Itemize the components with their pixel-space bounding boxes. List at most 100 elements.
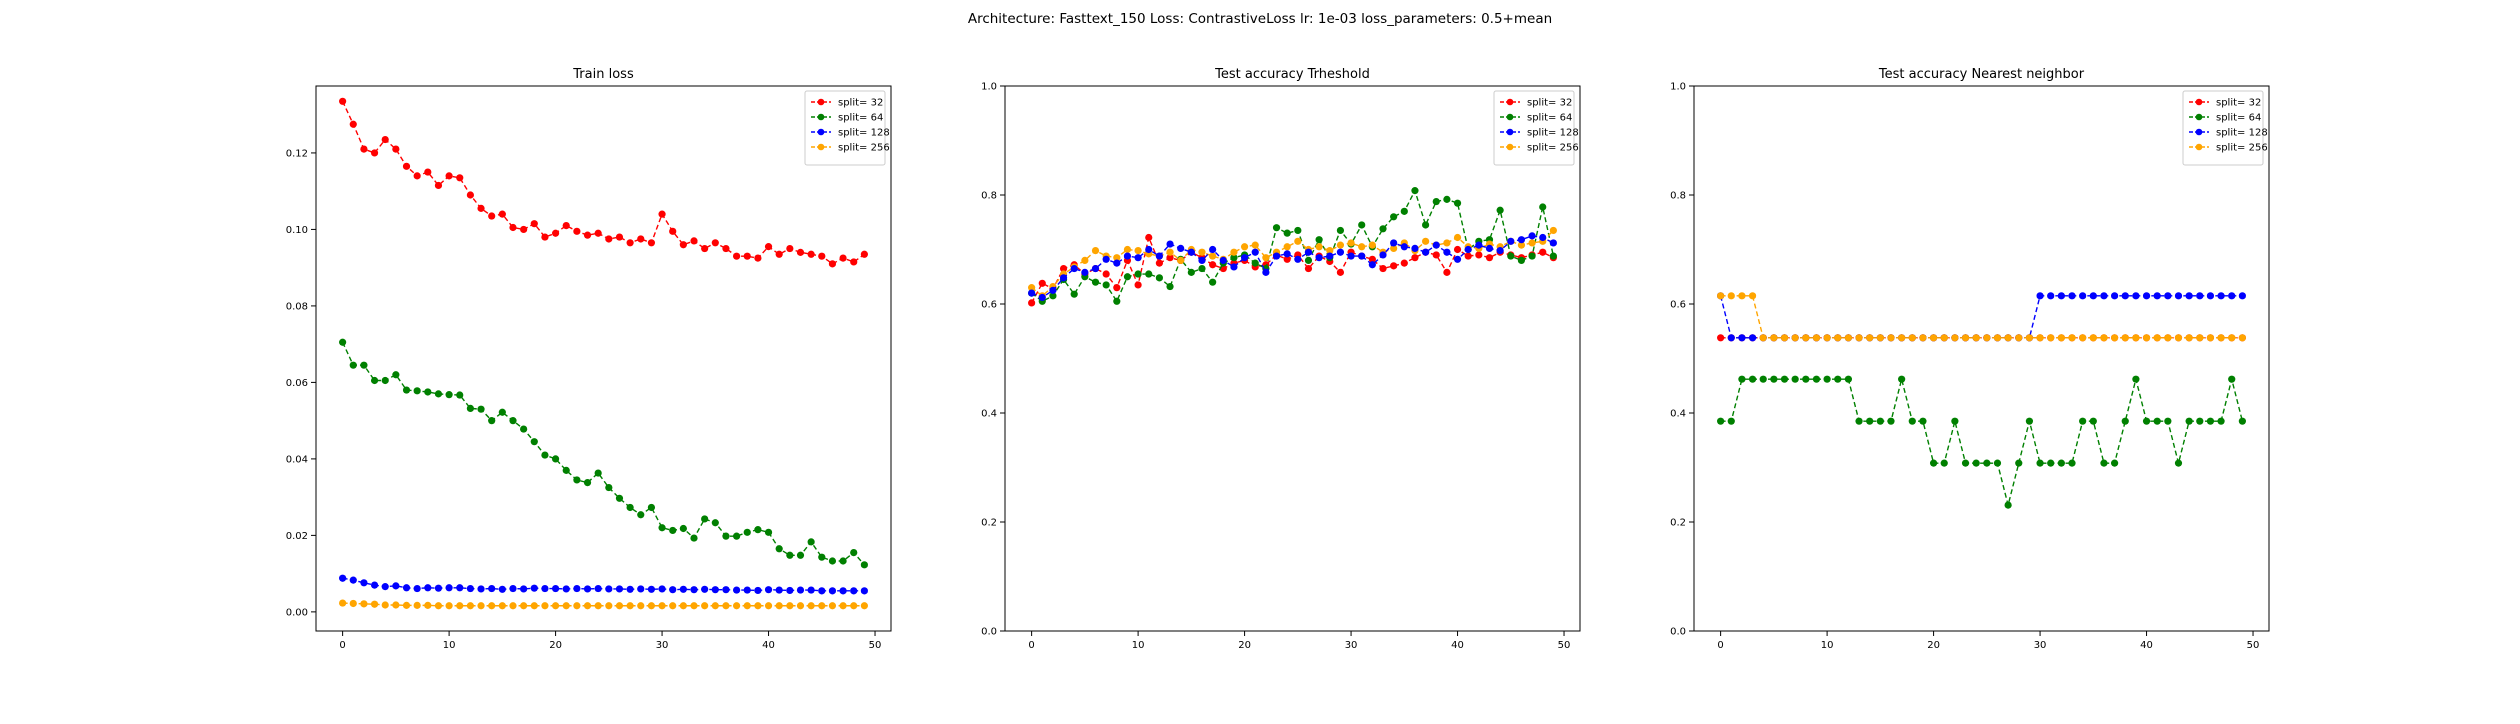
- data-point: [743, 586, 751, 594]
- data-point: [2025, 334, 2034, 342]
- data-point: [562, 602, 570, 610]
- data-point: [2121, 292, 2129, 300]
- data-point: [754, 586, 762, 595]
- data-point: [541, 584, 549, 593]
- data-point: [466, 602, 474, 610]
- data-point: [1748, 292, 1757, 300]
- data-point: [392, 371, 400, 379]
- y-tick-label: 0.8: [1670, 191, 1686, 202]
- data-point: [2196, 292, 2204, 300]
- y-tick-label: 1.0: [1670, 82, 1686, 93]
- data-point: [1770, 334, 1778, 342]
- data-point: [2068, 292, 2076, 300]
- data-point: [1166, 248, 1174, 256]
- data-point: [722, 532, 730, 540]
- data-point: [1443, 248, 1451, 256]
- legend-entry: split= 128: [2189, 128, 2268, 139]
- legend-entry: split= 256: [1500, 143, 1579, 154]
- data-point: [647, 503, 656, 512]
- data-point: [637, 602, 645, 610]
- data-point: [498, 210, 506, 218]
- data-point: [2217, 292, 2225, 300]
- data-point: [1070, 290, 1078, 298]
- data-point: [1283, 229, 1291, 237]
- data-point: [1336, 226, 1345, 235]
- data-point: [1993, 459, 2002, 467]
- data-point: [1485, 254, 1494, 262]
- chart-panel-3: Test accuracy Nearest neighbor 0 10 20 30 40 5…: [1670, 67, 2270, 651]
- data-point: [1972, 459, 1980, 467]
- chart-title: Test accuracy Trheshold: [1214, 67, 1370, 82]
- data-point: [1929, 334, 1938, 342]
- data-point: [2079, 417, 2087, 425]
- data-point: [424, 168, 432, 176]
- data-point: [349, 599, 357, 608]
- legend-label: split= 32: [838, 98, 883, 109]
- series-line: [1719, 295, 2243, 339]
- data-point: [764, 602, 773, 610]
- data-point: [551, 229, 560, 237]
- data-point: [605, 235, 613, 243]
- data-point: [1738, 334, 1746, 342]
- data-point: [839, 557, 847, 565]
- data-point: [733, 252, 741, 260]
- data-point: [381, 601, 389, 609]
- data-point: [1390, 244, 1398, 253]
- data-point: [860, 587, 868, 595]
- data-point: [1230, 263, 1238, 271]
- data-point: [1908, 417, 1916, 425]
- data-point: [1177, 256, 1185, 264]
- legend-marker: [817, 143, 825, 151]
- data-point: [2068, 459, 2076, 467]
- data-point: [679, 585, 687, 593]
- series-split-256: [339, 599, 868, 610]
- data-point: [1517, 256, 1526, 264]
- data-point: [1919, 334, 1927, 342]
- data-point: [786, 586, 794, 595]
- data-point: [2025, 417, 2034, 425]
- data-point: [775, 250, 783, 258]
- data-point: [658, 210, 666, 218]
- data-point: [2217, 417, 2225, 425]
- x-tick-label: 10: [443, 640, 456, 651]
- data-point: [2047, 459, 2055, 467]
- data-point: [1059, 274, 1068, 282]
- data-point: [2185, 417, 2193, 425]
- legend-label: split= 256: [838, 143, 890, 154]
- data-point: [1411, 244, 1419, 253]
- data-point: [669, 227, 677, 235]
- legend-entry: split= 128: [811, 128, 890, 139]
- data-point: [1802, 334, 1810, 342]
- data-point: [424, 388, 432, 396]
- data-point: [413, 601, 421, 609]
- data-point: [1102, 270, 1110, 278]
- data-point: [1251, 259, 1259, 267]
- data-point: [626, 239, 634, 247]
- data-point: [1251, 248, 1259, 256]
- data-point: [626, 602, 634, 610]
- data-point: [1155, 274, 1163, 282]
- data-point: [1028, 289, 1036, 297]
- data-point: [690, 602, 698, 610]
- data-point: [1453, 199, 1462, 207]
- data-point: [1507, 252, 1515, 260]
- data-point: [530, 438, 538, 446]
- data-point: [1961, 334, 1970, 342]
- data-point: [1081, 268, 1089, 276]
- x-tick-label: 50: [869, 640, 882, 651]
- x-tick-label: 20: [1927, 640, 1940, 651]
- data-point: [509, 602, 517, 610]
- data-point: [360, 145, 368, 153]
- legend-entry: split= 256: [2189, 143, 2268, 154]
- data-point: [1113, 254, 1121, 262]
- data-point: [733, 586, 741, 594]
- legend-label: split= 64: [2216, 113, 2261, 124]
- data-point: [370, 600, 379, 608]
- data-point: [349, 120, 357, 128]
- data-point: [1823, 375, 1831, 383]
- data-point: [1834, 334, 1842, 342]
- data-point: [1411, 187, 1419, 195]
- data-point: [551, 455, 560, 463]
- data-point: [626, 503, 634, 512]
- data-point: [807, 602, 815, 610]
